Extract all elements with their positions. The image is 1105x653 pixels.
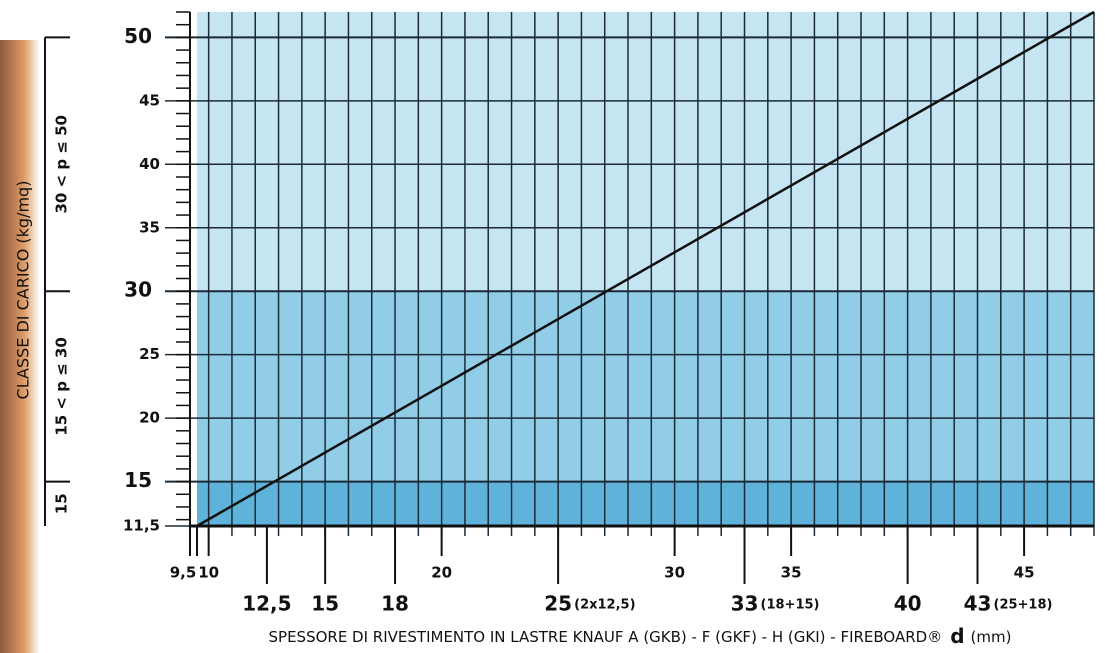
x-title-text: SPESSORE DI RIVESTIMENTO IN LASTRE KNAUF… [269,628,943,646]
load-band [197,481,1094,526]
x-axis-title: SPESSORE DI RIVESTIMENTO IN LASTRE KNAUF… [269,624,1012,648]
y-axis-title: CLASSE DI CARICO (kg/mq) [14,181,33,400]
y-tick-label: 25 [139,345,160,363]
x-tick-label: 45 [1014,564,1035,582]
x-tick-label: 33 [731,592,759,616]
y-tick-label: 50 [124,24,152,48]
load-band [197,12,1094,292]
x-tick-label: 18 [381,592,409,616]
x-tick-label: 43 [964,592,992,616]
x-unit: (mm) [971,628,1012,646]
x-tick-note: (2x12,5) [574,598,635,613]
y-tick-label: 20 [139,409,160,427]
y-tick-label: 35 [139,218,160,236]
x-tick-label: 15 [311,592,339,616]
y-tick-label: 11,5 [123,517,160,535]
x-tick-label: 35 [781,564,802,582]
x-tick-label: 25 [544,592,572,616]
band-label: 15 < p ≤ 30 [53,337,71,436]
x-tick-label: 40 [894,592,922,616]
x-tick-label: 10 [198,564,219,582]
x-symbol: d [950,624,964,648]
data-line [196,10,1095,528]
x-tick-label: 30 [664,564,685,582]
x-tick-note: (25+18) [994,598,1053,613]
y-tick-label: 30 [124,278,152,302]
y-tick-label: 45 [139,91,160,109]
x-tick-note: (18+15) [761,598,820,613]
band-label: 15 [53,493,71,514]
band-label: 30 < p ≤ 50 [53,115,71,214]
x-tick-label: 9,5 [170,564,197,582]
photo-strip [0,40,40,653]
load-band [197,291,1094,482]
x-tick-label: 12,5 [242,592,291,616]
y-tick-label: 15 [124,468,152,492]
y-tick-label: 40 [139,155,160,173]
x-tick-label: 20 [431,564,452,582]
